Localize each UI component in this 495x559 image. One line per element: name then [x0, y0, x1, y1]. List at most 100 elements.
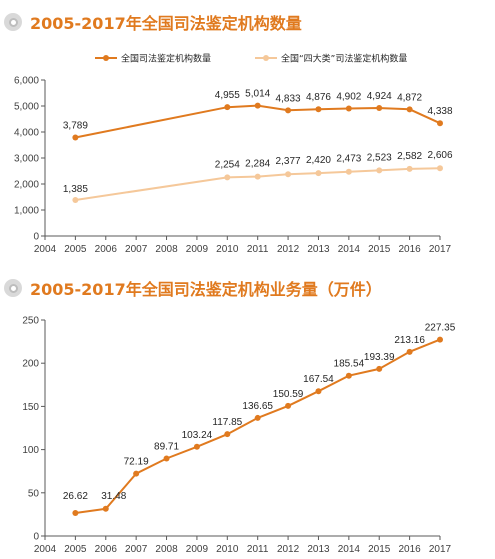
x-tick-label: 2011 [247, 244, 269, 255]
data-point [376, 365, 383, 372]
chart-institutions-count: 全国司法鉴定机构数量 全国“四大类”司法鉴定机构数量 0 1,000 2,000 3,00… [14, 53, 453, 256]
data-point [406, 165, 413, 172]
data-point [406, 348, 413, 355]
x-tick-label: 2005 [64, 544, 87, 555]
data-label: 4,955 [215, 90, 240, 101]
data-label: 227.35 [425, 323, 456, 334]
x-tick-label: 2008 [155, 544, 178, 555]
chart1-title: 2005-2017年全国司法鉴定机构数量 [30, 14, 302, 33]
data-point [72, 196, 79, 203]
data-point [163, 455, 170, 462]
x-tick-label: 2009 [186, 244, 209, 255]
circle-bullet-icon [4, 279, 22, 297]
x-tick-label: 2017 [429, 544, 452, 555]
data-label: 26.62 [63, 491, 88, 502]
x-tick-label: 2009 [186, 544, 209, 555]
data-label: 167.54 [303, 374, 334, 385]
data-point [254, 102, 261, 109]
x-tick-label: 2015 [368, 244, 391, 255]
data-label: 5,014 [245, 89, 270, 100]
x-tick-label: 2013 [307, 244, 330, 255]
data-point [285, 171, 292, 178]
chart2-title: 2005-2017年全国司法鉴定机构业务量（万件） [30, 280, 382, 299]
x-tick-label: 2011 [247, 544, 269, 555]
data-label: 4,338 [427, 106, 452, 117]
data-point [315, 106, 322, 113]
chart-business-volume: 0 50 100 150 200 250 2004 2005 2006 2007 2008 2009 2… [22, 316, 456, 556]
data-point [285, 107, 292, 114]
data-label: 193.39 [364, 352, 395, 363]
data-label: 2,473 [336, 154, 361, 165]
data-label: 72.19 [124, 457, 149, 468]
y-tick-label: 5,000 [14, 102, 39, 113]
data-label: 2,523 [367, 152, 392, 163]
series-line [75, 167, 441, 201]
data-point [102, 505, 109, 512]
x-tick-label: 2004 [34, 244, 57, 255]
x-tick-label: 2010 [216, 244, 239, 255]
x-tick-label: 2016 [398, 244, 421, 255]
data-label: 2,254 [215, 159, 240, 170]
data-label: 2,377 [276, 156, 301, 167]
legend-marker [263, 55, 269, 61]
data-point [224, 104, 231, 111]
data-label: 213.16 [394, 335, 425, 346]
data-label: 4,924 [367, 91, 392, 102]
y-tick-label: 0 [33, 232, 39, 243]
data-label: 2,606 [427, 150, 452, 161]
y-tick-label: 3,000 [14, 154, 39, 165]
data-point [224, 174, 231, 181]
data-point [437, 120, 443, 127]
data-point [285, 402, 292, 409]
data-point [345, 372, 352, 379]
x-tick-label: 2008 [155, 244, 178, 255]
data-label: 2,582 [397, 151, 422, 162]
data-label: 3,789 [63, 120, 88, 131]
data-point [315, 388, 322, 395]
data-label: 4,872 [397, 92, 422, 103]
data-label: 103.24 [182, 430, 213, 441]
data-point [345, 168, 352, 175]
data-point [376, 167, 383, 174]
data-point [254, 414, 261, 421]
y-tick-label: 250 [22, 316, 39, 327]
data-point [345, 105, 352, 112]
x-tick-label: 2012 [277, 544, 300, 555]
x-tick-label: 2006 [95, 244, 118, 255]
y-tick-label: 100 [22, 445, 39, 456]
data-label: 1,385 [63, 184, 88, 195]
circle-bullet-icon [4, 13, 22, 31]
x-tick-label: 2007 [125, 544, 148, 555]
series-line [75, 338, 441, 514]
data-point [72, 510, 79, 517]
chart2-title-row: 2005-2017年全国司法鉴定机构业务量（万件） [4, 276, 382, 300]
x-tick-label: 2006 [95, 544, 118, 555]
y-tick-label: 2,000 [14, 180, 39, 191]
data-label: 2,420 [306, 155, 331, 166]
data-label: 4,876 [306, 92, 331, 103]
data-label: 150.59 [273, 389, 304, 400]
data-label: 185.54 [334, 359, 365, 370]
chart1-title-row: 2005-2017年全国司法鉴定机构数量 [4, 10, 302, 34]
data-label: 136.65 [242, 401, 273, 412]
y-tick-label: 50 [28, 488, 40, 499]
x-tick-label: 2015 [368, 544, 391, 555]
data-point [133, 470, 140, 477]
series-line [75, 104, 441, 139]
legend-label: 全国“四大类”司法鉴定机构数量 [281, 53, 407, 65]
x-tick-label: 2005 [64, 244, 87, 255]
legend-marker [103, 55, 109, 61]
y-tick-label: 0 [33, 532, 39, 543]
data-point [437, 165, 443, 172]
data-point [376, 104, 383, 111]
data-label: 31.48 [101, 491, 126, 502]
x-tick-label: 2010 [216, 544, 239, 555]
y-tick-label: 200 [22, 359, 39, 370]
data-label: 89.71 [154, 441, 179, 452]
x-tick-label: 2004 [34, 544, 57, 555]
data-label: 2,284 [245, 159, 270, 170]
data-label: 4,902 [336, 92, 361, 103]
data-label: 117.85 [212, 417, 242, 428]
data-point [254, 173, 261, 180]
x-tick-label: 2013 [307, 544, 330, 555]
